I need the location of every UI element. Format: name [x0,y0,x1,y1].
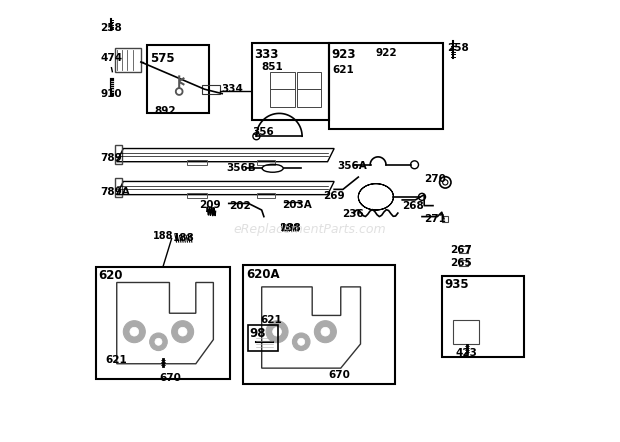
Text: 333: 333 [254,47,278,61]
Bar [252,43,329,120]
Bar [95,267,229,379]
Circle shape [321,327,330,336]
Bar [148,46,209,114]
Circle shape [123,321,145,343]
Text: 236: 236 [342,209,364,219]
Text: 271: 271 [424,214,446,225]
Bar [187,193,207,198]
Bar [270,72,294,89]
Text: 356B: 356B [226,163,256,172]
Circle shape [273,327,281,336]
Text: 670: 670 [160,373,182,382]
Bar [329,43,443,129]
Bar [187,160,207,165]
Text: 621: 621 [332,65,354,75]
Bar [115,47,141,72]
Bar [115,145,123,164]
Circle shape [266,321,288,343]
Text: 202: 202 [229,201,250,211]
Text: 203A: 203A [282,200,312,210]
Bar [202,85,220,94]
Text: 423: 423 [456,348,477,358]
Text: 270: 270 [424,174,446,183]
Bar [257,193,275,198]
Text: 267: 267 [451,245,472,255]
Circle shape [298,338,304,345]
Text: 356A: 356A [338,161,368,171]
Text: 923: 923 [331,47,356,61]
Text: 621: 621 [105,355,126,365]
Bar [453,320,479,344]
Text: 209: 209 [199,200,221,210]
Text: 575: 575 [149,52,174,65]
Text: 789A: 789A [100,187,130,197]
Bar [270,89,294,107]
Bar [297,89,321,107]
Text: eReplacementParts.com: eReplacementParts.com [234,223,386,236]
Text: 922: 922 [376,47,397,57]
Text: 269: 269 [323,191,345,201]
Text: 670: 670 [329,370,350,380]
Text: 188: 188 [173,233,195,243]
Text: 356: 356 [252,126,274,137]
Bar [257,160,275,165]
Text: ⚷: ⚷ [169,74,187,98]
Text: 258: 258 [447,43,469,53]
Circle shape [178,327,187,336]
Text: 268: 268 [402,201,424,211]
Text: 892: 892 [154,106,175,116]
Bar [115,179,123,197]
Text: 258: 258 [100,23,122,33]
Bar [459,259,468,266]
Text: 188: 188 [153,231,174,241]
Text: 265: 265 [451,258,472,268]
Text: 188: 188 [280,223,302,233]
Text: 789: 789 [100,153,122,163]
Circle shape [155,338,162,345]
Text: 935: 935 [445,278,469,291]
Circle shape [149,333,167,351]
Text: 98: 98 [250,327,267,340]
Bar [459,247,468,253]
Bar [442,276,525,357]
Bar [243,265,395,384]
Text: 851: 851 [262,62,283,72]
Circle shape [314,321,337,343]
Circle shape [172,321,193,343]
Text: 474: 474 [100,53,122,63]
Text: 620: 620 [99,269,123,282]
Text: 334: 334 [221,84,243,94]
Text: 621: 621 [261,316,283,325]
Text: 910: 910 [100,89,122,99]
Circle shape [293,333,310,351]
Bar [442,216,448,222]
Bar [297,72,321,89]
Text: 620A: 620A [246,268,280,281]
Circle shape [130,327,139,336]
Bar [247,325,278,351]
